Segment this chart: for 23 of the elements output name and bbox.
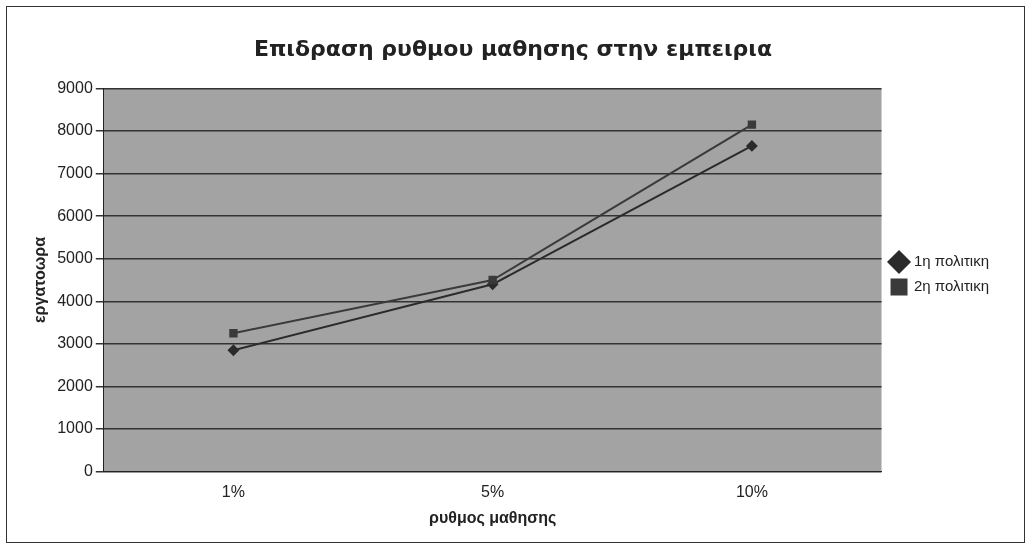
point xyxy=(229,329,238,338)
point xyxy=(227,344,239,356)
y-tick-label: 3000 xyxy=(57,334,93,352)
legend-label: 1η πολιτικη xyxy=(914,252,990,270)
legend-label: 2η πολιτικη xyxy=(914,277,990,295)
point xyxy=(746,140,758,152)
point xyxy=(747,120,757,129)
y-axis-title: εργατοωρα xyxy=(31,236,49,323)
y-tick-label: 4000 xyxy=(57,291,93,309)
x-tick-label: 10% xyxy=(735,482,768,500)
y-tick-label: 8000 xyxy=(57,121,93,139)
x-axis-title: ρυθμος μαθησης xyxy=(429,508,557,527)
y-tick-label: 7000 xyxy=(57,163,93,181)
x-tick-label: 1% xyxy=(221,482,245,500)
y-tick-label: 1000 xyxy=(57,419,93,437)
y-tick-label: 5000 xyxy=(57,249,93,267)
y-tick-label: 0 xyxy=(83,462,93,480)
point xyxy=(488,275,497,285)
y-tick-label: 6000 xyxy=(57,206,93,224)
x-tick-label: 5% xyxy=(481,482,505,500)
y-tick-label: 9000 xyxy=(57,78,93,96)
chart-title: Επιδραση ρυθμου μαθησης στην εμπειρια xyxy=(253,35,773,61)
y-tick-label: 2000 xyxy=(57,376,93,394)
